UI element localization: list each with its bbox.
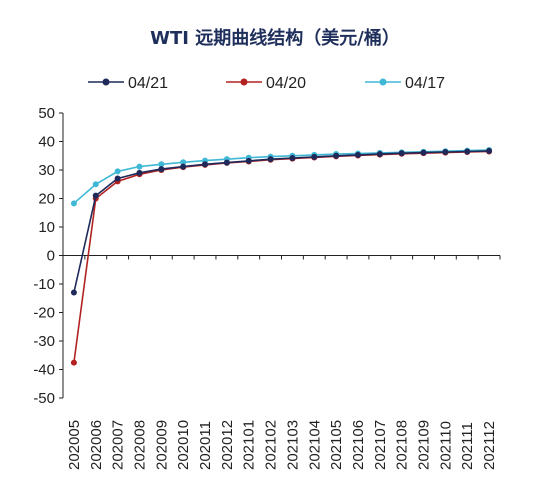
data-point [158, 166, 165, 173]
data-point [289, 155, 296, 162]
y-tick-label: -40 [33, 362, 55, 379]
series-line-04-17 [73, 149, 490, 204]
data-point [354, 151, 361, 158]
x-tick-label: 202005 [66, 420, 83, 470]
data-point [70, 200, 77, 207]
data-point [376, 151, 383, 158]
x-tick-label: 202011 [197, 421, 214, 470]
data-point [114, 168, 121, 175]
data-point [464, 148, 471, 155]
legend-marker [240, 78, 248, 86]
data-point [92, 181, 99, 188]
chart-title: WTI 远期曲线结构（美元/桶） [150, 28, 400, 49]
data-point [136, 163, 143, 170]
x-tick-label: 202112 [481, 421, 498, 470]
series-lines [70, 147, 493, 366]
data-point [180, 159, 187, 166]
data-point [92, 192, 99, 199]
axes: 50 40 30 20 10 0 -10 -20 -30 -40 -50 202005 202006 20… [33, 105, 501, 470]
legend: 04/21 04/20 04/17 [88, 75, 445, 92]
data-point [333, 152, 340, 159]
x-tick-label: 202108 [394, 420, 411, 470]
data-point [245, 157, 252, 164]
data-point [267, 156, 274, 163]
x-tick-label: 202111 [459, 422, 476, 470]
data-point [202, 161, 209, 168]
y-tick-label: 50 [38, 105, 55, 122]
data-point [420, 149, 427, 156]
x-tick-label: 202009 [153, 420, 170, 470]
x-tick-label: 202110 [437, 421, 454, 470]
data-point [486, 147, 493, 154]
data-point [158, 161, 165, 168]
x-tick-label: 202104 [306, 420, 323, 470]
y-tick-label: 30 [38, 162, 55, 179]
data-point [442, 149, 449, 156]
data-point [70, 359, 77, 366]
data-point [180, 163, 187, 170]
legend-marker [102, 78, 110, 86]
data-point [114, 175, 121, 182]
y-tick-label: -20 [33, 305, 55, 322]
legend-label: 04/20 [266, 75, 306, 92]
x-tick-label: 202006 [88, 420, 105, 470]
y-tick-label: 20 [38, 191, 55, 208]
x-tick-label: 202008 [131, 420, 148, 470]
x-tick-label: 202102 [263, 420, 280, 470]
series-line-04-21 [73, 150, 490, 293]
legend-marker [379, 78, 387, 86]
x-tick-label: 202007 [110, 420, 127, 470]
y-tick-label: -30 [33, 333, 55, 350]
y-tick-label: -50 [33, 390, 55, 407]
legend-label: 04/17 [405, 75, 445, 92]
x-tick-label: 202109 [416, 420, 433, 470]
y-tick-label: 10 [38, 219, 55, 236]
data-point [398, 150, 405, 157]
y-tick-label: 40 [38, 134, 55, 151]
x-tick-label: 202107 [372, 420, 389, 470]
x-tick-label: 202103 [284, 420, 301, 470]
y-tick-label: -10 [33, 276, 55, 293]
legend-label: 04/21 [128, 75, 168, 92]
x-tick-label: 202106 [350, 420, 367, 470]
data-point [311, 153, 318, 160]
x-tick-label: 202105 [328, 420, 345, 470]
y-tick-label: 0 [47, 248, 55, 265]
x-tick-label: 202010 [175, 420, 192, 470]
data-point [70, 289, 77, 296]
x-tick-label: 202012 [219, 420, 236, 470]
x-tick-label: 202101 [241, 420, 258, 470]
data-point [223, 159, 230, 166]
data-point [136, 169, 143, 176]
